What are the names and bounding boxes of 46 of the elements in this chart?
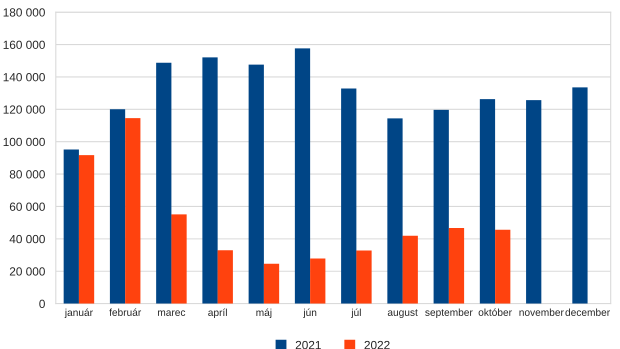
bar bbox=[356, 250, 372, 304]
bar bbox=[171, 214, 187, 304]
bar bbox=[434, 110, 449, 304]
y-tick-label: 20 000 bbox=[10, 267, 45, 276]
bar bbox=[387, 118, 403, 304]
x-tick-label: júl bbox=[351, 308, 361, 318]
x-tick-label: marec bbox=[158, 310, 186, 316]
bar bbox=[64, 150, 79, 304]
bar bbox=[125, 118, 140, 304]
x-tick-label: jún bbox=[303, 308, 316, 318]
bar bbox=[480, 99, 496, 304]
x-tick-label: január bbox=[64, 308, 93, 318]
legend-label: 2021 bbox=[296, 340, 321, 349]
y-tick-label: 180 000 bbox=[4, 8, 45, 17]
y-tick-label: 60 000 bbox=[10, 202, 45, 211]
y-tick-label: 0 bbox=[39, 300, 45, 308]
bar bbox=[294, 48, 310, 304]
y-tick-label: 120 000 bbox=[4, 105, 45, 114]
bar bbox=[495, 230, 510, 304]
x-tick-label: apríl bbox=[208, 308, 227, 318]
x-tick-label: november bbox=[519, 308, 564, 316]
x-tick-label: február bbox=[109, 308, 142, 316]
y-tick-label: 100 000 bbox=[4, 138, 45, 146]
y-tick-label: 160 000 bbox=[4, 40, 45, 49]
legend-label: 2022 bbox=[364, 340, 390, 349]
bar bbox=[78, 155, 94, 304]
y-tick-label: 40 000 bbox=[10, 234, 45, 244]
x-tick-label: máj bbox=[256, 308, 272, 318]
bar bbox=[218, 250, 233, 304]
bar bbox=[572, 87, 588, 304]
bar bbox=[110, 109, 126, 304]
x-tick-label: december bbox=[565, 308, 610, 316]
y-tick-label: 140 000 bbox=[4, 73, 45, 82]
bar bbox=[526, 100, 542, 304]
x-tick-label: august bbox=[388, 309, 418, 318]
x-tick-label: september bbox=[425, 308, 473, 318]
bar bbox=[402, 236, 418, 304]
bar bbox=[202, 57, 218, 304]
bar bbox=[156, 62, 172, 304]
bar bbox=[310, 258, 326, 304]
x-tick-label: október bbox=[478, 308, 512, 316]
y-tick-label: 80 000 bbox=[10, 170, 45, 179]
bar bbox=[248, 64, 264, 304]
bar bbox=[264, 264, 280, 304]
bar bbox=[341, 88, 356, 304]
bar bbox=[448, 228, 464, 304]
